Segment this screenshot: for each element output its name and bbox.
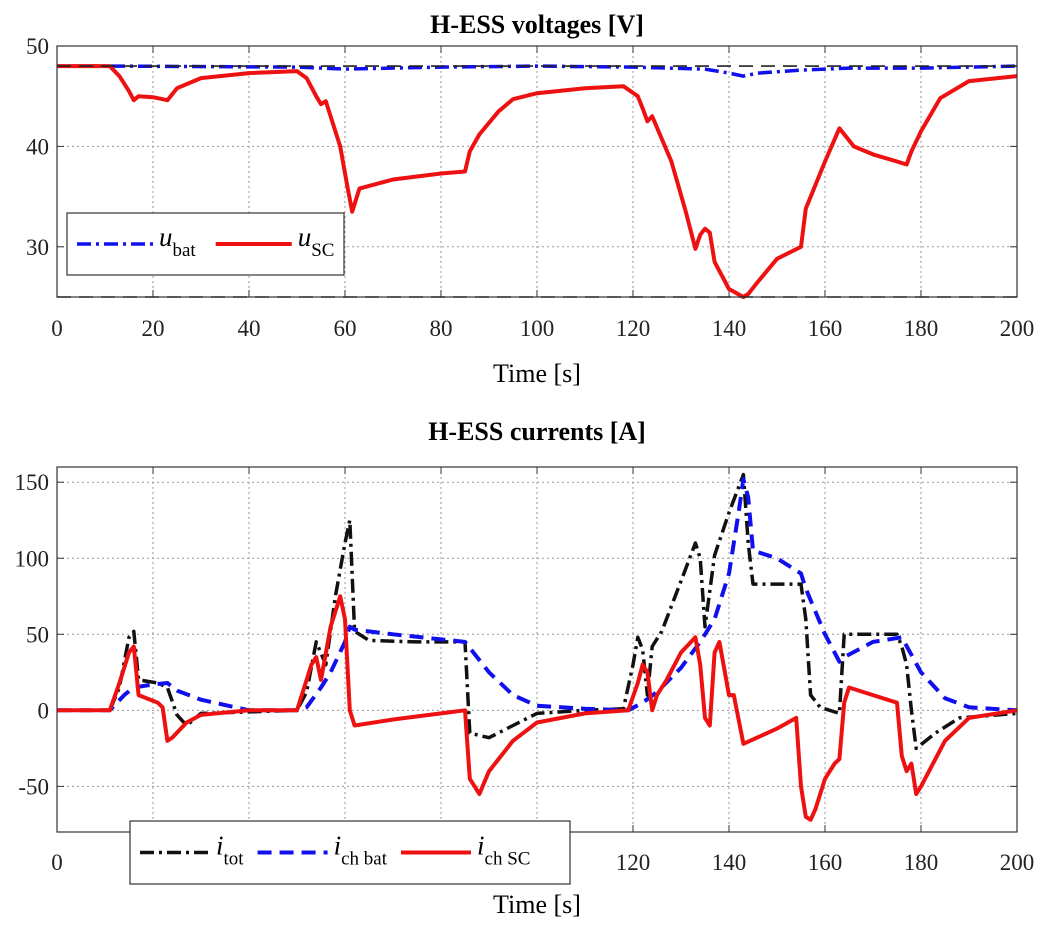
legend-label: itot <box>216 831 244 870</box>
y-tick-label: 50 <box>26 34 49 59</box>
x-tick-label: 100 <box>520 316 555 341</box>
legend-label: ubat <box>159 222 196 261</box>
x-tick-label: 160 <box>808 316 843 341</box>
x-tick-label: 180 <box>904 850 939 875</box>
series-line-u-bat <box>57 64 1017 78</box>
legend: itot ich bat ich SC <box>129 820 571 885</box>
x-tick-label: 200 <box>1000 850 1035 875</box>
chart-2: 020406080100120140160180200-50050100150H… <box>15 417 1035 919</box>
y-tick-label: 100 <box>15 546 50 571</box>
x-axis-label: Time [s] <box>493 359 581 388</box>
x-tick-label: 120 <box>616 316 651 341</box>
series-line-u-sc <box>57 64 1017 299</box>
legend-label: uSC <box>298 222 335 261</box>
x-tick-label: 140 <box>712 850 747 875</box>
x-tick-label: 200 <box>1000 316 1035 341</box>
x-tick-label: 180 <box>904 316 939 341</box>
y-tick-label: 40 <box>26 134 49 159</box>
legend-label: ich SC <box>477 831 530 870</box>
plot-frame <box>56 45 1018 298</box>
legend-box <box>129 820 571 885</box>
x-tick-label: 40 <box>238 316 261 341</box>
chart-title: H-ESS currents [A] <box>428 417 646 446</box>
y-tick-label: 150 <box>15 470 50 495</box>
x-tick-label: 20 <box>142 316 165 341</box>
x-tick-label: 0 <box>51 850 63 875</box>
y-tick-label: 0 <box>38 698 50 723</box>
x-axis-label: Time [s] <box>493 890 581 919</box>
legend-label: ich bat <box>334 831 388 870</box>
x-tick-label: 160 <box>808 850 843 875</box>
x-tick-label: 80 <box>430 316 453 341</box>
chart-1: 0 20 40 60 80 100 120 140 160 180 200 30 40 50 H-ESS v… <box>26 10 1034 388</box>
legend: ubat uSC <box>66 212 345 276</box>
x-tick-label: 0 <box>51 316 63 341</box>
y-tick-label: -50 <box>18 774 49 799</box>
x-tick-label: 60 <box>334 316 357 341</box>
y-tick-label: 30 <box>26 235 49 260</box>
series-line-i-ch-sc <box>57 594 1017 822</box>
x-tick-label: 120 <box>616 850 651 875</box>
y-tick-label: 50 <box>26 622 49 647</box>
x-tick-label: 140 <box>712 316 747 341</box>
chart-title: H-ESS voltages [V] <box>430 10 644 39</box>
